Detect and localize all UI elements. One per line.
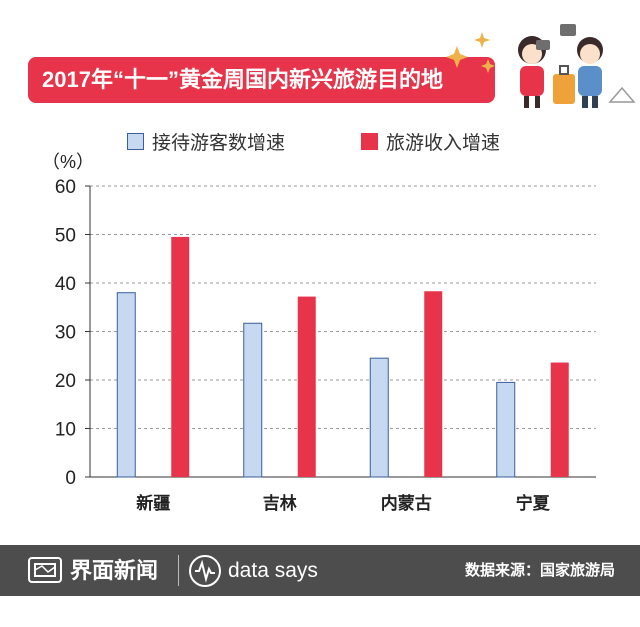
bar-chart: 0 10 20 30 40 50 60 新疆 吉林 内蒙古 宁夏 [55, 177, 596, 513]
footer-source: 数据来源：国家旅游局 [464, 562, 615, 579]
bar-visitors-2 [369, 357, 389, 478]
y-tick-label: 10 [55, 420, 76, 441]
sparkle-icon [446, 32, 495, 73]
footer-divider [178, 555, 179, 586]
y-tick-label: 40 [55, 274, 76, 295]
legend-swatch-visitors [127, 133, 144, 150]
legend-item-visitors: 接待游客数增速 [127, 128, 285, 155]
footer-brand: 界面新闻 [70, 558, 159, 583]
x-tick-label: 新疆 [136, 493, 170, 513]
y-axis-unit: （%） [42, 152, 95, 172]
legend-label-revenue: 旅游收入增速 [386, 133, 501, 154]
x-tick-label: 吉林 [263, 493, 297, 513]
y-tick-label: 20 [55, 371, 76, 392]
footer-tagline: data says [228, 559, 318, 582]
y-tick-label: 30 [55, 323, 76, 344]
y-tick-label: 50 [55, 226, 76, 247]
y-tick-label: 0 [65, 468, 76, 489]
bar-visitors-1 [243, 322, 263, 478]
chart-title: 2017年“十一”黄金周国内新兴旅游目的地 [28, 57, 495, 103]
bar-revenue-1 [297, 296, 316, 477]
data-says-logo-icon [189, 555, 221, 587]
y-tick-label: 60 [55, 177, 76, 198]
bar-revenue-3 [550, 362, 569, 477]
legend-item-revenue: 旅游收入增速 [361, 128, 500, 155]
bar-revenue-2 [424, 291, 443, 477]
chart-legend: 接待游客数增速 旅游收入增速 [0, 128, 640, 154]
newspaper-logo-icon [28, 557, 62, 583]
tourists-illustration [446, 24, 636, 108]
bar-visitors-3 [496, 381, 516, 478]
x-tick-label: 宁夏 [516, 493, 551, 513]
x-tick-label: 内蒙古 [381, 493, 432, 513]
bar-visitors-0 [116, 292, 136, 478]
legend-swatch-revenue [361, 133, 378, 150]
legend-label-visitors: 接待游客数增速 [152, 133, 286, 154]
bar-revenue-0 [171, 236, 190, 477]
footer: 界面新闻 data says 数据来源：国家旅游局 [0, 545, 640, 596]
